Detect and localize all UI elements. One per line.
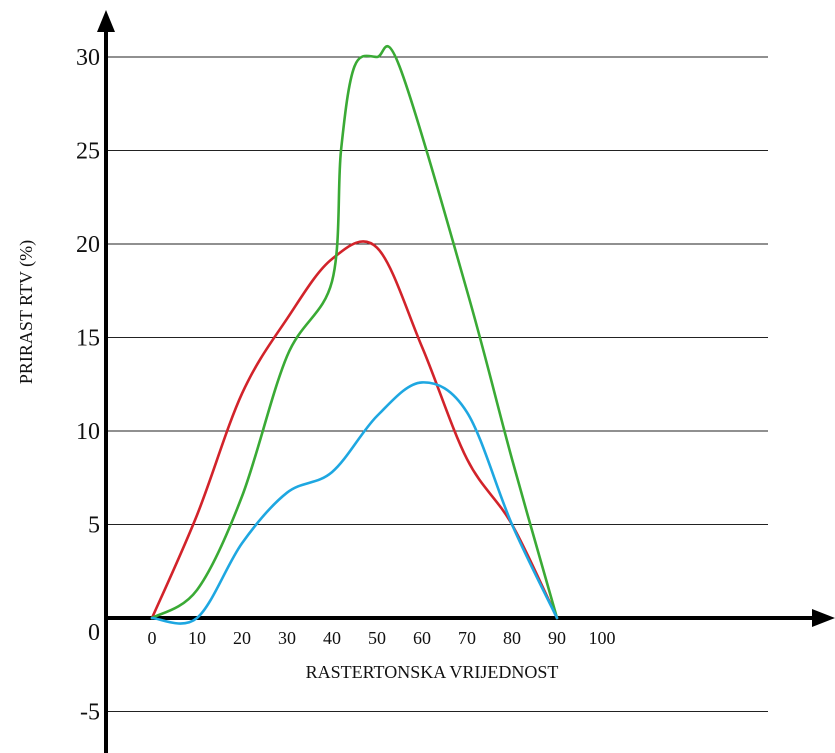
y-tick-label: 25 [76,139,100,165]
series-line-2 [152,46,557,618]
x-axis-title: RASTERTONSKA VRIJEDNOST [306,662,559,682]
y-tick-label: 10 [76,419,100,445]
y-tick-label: 0 [88,620,100,646]
x-tick-label: 60 [413,628,431,648]
y-tick-labels: -5 0 5 10 15 20 25 30 [76,45,100,726]
x-tick-label: 20 [233,628,251,648]
x-tick-labels: 0 10 20 30 40 50 60 70 80 90 100 [148,628,616,648]
y-tick-label: 5 [88,513,100,539]
y-tick-label: 20 [76,232,100,258]
x-tick-label: 0 [148,628,157,648]
y-axis-arrow [97,10,115,32]
y-axis-title: PRIRAST RTV (%) [16,240,37,384]
y-tick-label: -5 [80,700,100,726]
x-tick-label: 70 [458,628,476,648]
x-axis-arrow [812,609,835,627]
x-tick-label: 50 [368,628,386,648]
y-tick-label: 15 [76,326,100,352]
series-lines [152,46,557,623]
x-tick-label: 100 [589,628,616,648]
x-tick-label: 10 [188,628,206,648]
x-tick-label: 80 [503,628,521,648]
y-tick-label: 30 [76,45,100,71]
x-tick-label: 90 [548,628,566,648]
x-tick-label: 30 [278,628,296,648]
x-tick-label: 40 [323,628,341,648]
